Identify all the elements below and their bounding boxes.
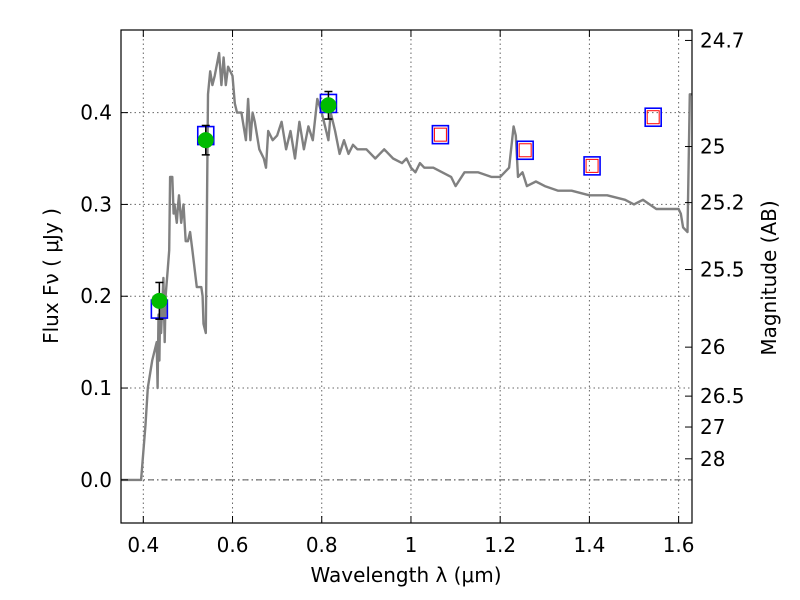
mag-tick-label-1: 25 bbox=[700, 135, 725, 159]
plot-frame bbox=[120, 29, 693, 524]
upper-limit-square-3 bbox=[646, 110, 660, 125]
upper-limit-square-2 bbox=[585, 158, 599, 173]
mag-tick-label-3: 25.5 bbox=[700, 258, 745, 282]
tick-layer: 0.4 0.6 0.8 1 1.2 1.4 1.6 0.0 0.1 0.2 0.3 0.4 24.7 25… bbox=[80, 28, 744, 557]
points-layer bbox=[150, 90, 662, 320]
x-tick-label-2: 0.8 bbox=[306, 533, 338, 557]
x-tick-label-4: 1.2 bbox=[484, 533, 516, 557]
model-square-4 bbox=[516, 140, 534, 161]
x-tick-label-6: 1.6 bbox=[663, 533, 695, 557]
model-square-3 bbox=[431, 124, 450, 145]
model-square-5 bbox=[583, 156, 601, 176]
mag-tick-label-7: 28 bbox=[700, 447, 725, 471]
y-tick-label-4: 0.4 bbox=[80, 101, 112, 125]
detection-point-1 bbox=[197, 132, 214, 149]
spectrum-line-0 bbox=[121, 51, 692, 482]
x-tick-label-3: 1 bbox=[405, 533, 418, 557]
detection-point-2 bbox=[320, 97, 337, 114]
grid-layer bbox=[121, 30, 692, 523]
mag-tick-label-6: 27 bbox=[700, 415, 725, 439]
x-tick-label-1: 0.6 bbox=[217, 533, 249, 557]
y2-axis-title: Magnitude (AB) bbox=[757, 200, 781, 355]
y-tick-label-0: 0.0 bbox=[80, 468, 112, 492]
x-axis-title: Wavelength λ (μm) bbox=[310, 563, 501, 587]
mag-tick-label-4: 26 bbox=[700, 335, 725, 359]
upper-limit-square-1 bbox=[518, 143, 532, 158]
x-tick-label-5: 1.4 bbox=[573, 533, 605, 557]
mag-tick-label-0: 24.7 bbox=[700, 28, 745, 52]
mag-tick-label-2: 25.2 bbox=[700, 191, 745, 215]
y-axis-title: Flux Fν ( μJy ) bbox=[39, 208, 63, 344]
model-square-6 bbox=[644, 107, 662, 128]
series-layer bbox=[121, 51, 692, 482]
upper-limit-square-0 bbox=[433, 127, 447, 142]
mag-tick-label-5: 26.5 bbox=[700, 384, 745, 408]
detection-point-0 bbox=[151, 292, 168, 309]
y-tick-label-2: 0.2 bbox=[80, 284, 112, 308]
y-tick-label-1: 0.1 bbox=[80, 376, 112, 400]
y-tick-label-3: 0.3 bbox=[80, 192, 112, 216]
x-tick-label-0: 0.4 bbox=[127, 533, 159, 557]
